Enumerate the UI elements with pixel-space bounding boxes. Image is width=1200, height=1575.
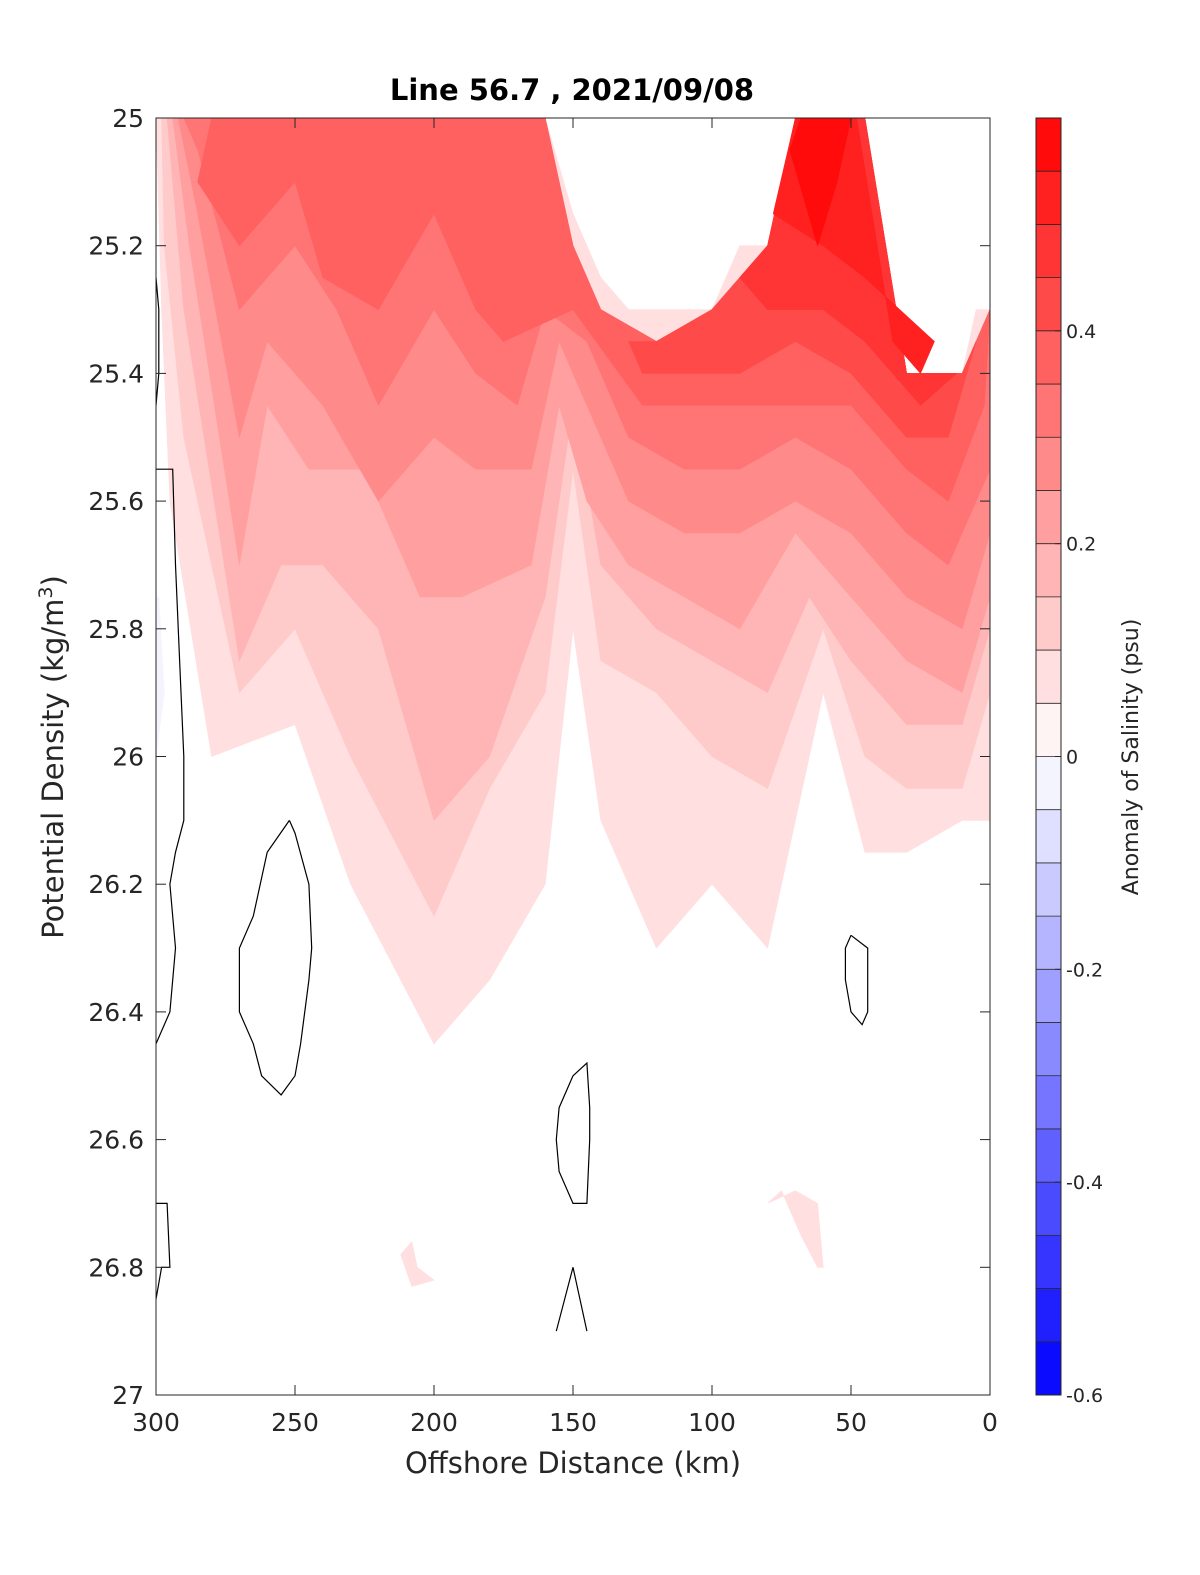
y-tick-label: 25.8 bbox=[88, 615, 144, 644]
colorbar-tick-label: -0.6 bbox=[1066, 1385, 1103, 1407]
y-axis-label-superscript: 3 bbox=[35, 586, 57, 598]
x-tick-label: 100 bbox=[688, 1408, 736, 1437]
colorbar-tick-label: 0.2 bbox=[1066, 534, 1096, 556]
colorbar-frame bbox=[1035, 117, 1062, 1396]
colorbar-band bbox=[1036, 118, 1061, 172]
chart-title: Line 56.7 , 2021/09/08 bbox=[390, 73, 754, 107]
y-tick-label: 25.2 bbox=[88, 232, 144, 261]
colorbar-band bbox=[1036, 916, 1061, 970]
colorbar-tick-label: 0 bbox=[1066, 747, 1078, 769]
y-axis: 25 25.2 25.4 25.6 25.8 26 26.2 26.4 26.6 26.8 27 bbox=[88, 104, 990, 1410]
y-tick-label: 27 bbox=[112, 1381, 144, 1410]
y-tick-label: 26.8 bbox=[88, 1253, 144, 1282]
x-tick-label: 250 bbox=[271, 1408, 319, 1437]
y-tick-label: 26.2 bbox=[88, 870, 144, 899]
zero-contour-line bbox=[555, 1061, 591, 1205]
colorbar-label: Anomaly of Salinity (psu) bbox=[1119, 619, 1144, 896]
zero-contour-line bbox=[156, 277, 160, 406]
x-tick-label: 300 bbox=[132, 1408, 180, 1437]
colorbar-band bbox=[1036, 1182, 1061, 1236]
zero-contour-line bbox=[156, 468, 185, 1045]
y-axis-label-main: Potential Density (kg/m bbox=[36, 599, 70, 939]
colorbar-band bbox=[1036, 1288, 1061, 1343]
x-axis-label: Offshore Distance (km) bbox=[405, 1446, 741, 1480]
zero-contour-lines bbox=[156, 277, 869, 1332]
y-tick-label: 26.6 bbox=[88, 1126, 144, 1155]
colorbar-band bbox=[1036, 596, 1061, 651]
contour-region bbox=[156, 596, 165, 757]
colorbar-band bbox=[1036, 384, 1061, 438]
y-tick-label: 25.6 bbox=[88, 487, 144, 516]
contour-region bbox=[400, 1241, 435, 1287]
colorbar-band bbox=[1036, 171, 1061, 225]
colorbar-tick-label: 0.4 bbox=[1066, 321, 1096, 343]
zero-contour-line bbox=[844, 934, 869, 1026]
zero-contour-line bbox=[156, 1202, 171, 1300]
colorbar-band bbox=[1036, 862, 1061, 917]
y-tick-label: 25.4 bbox=[88, 359, 144, 388]
contour-region bbox=[767, 1190, 824, 1268]
colorbar-band bbox=[1036, 437, 1061, 491]
contour-region bbox=[789, 118, 852, 247]
colorbar: 0.4 0.2 0 -0.2 -0.4 -0.6 bbox=[1035, 117, 1103, 1407]
colorbar-tick-label: -0.4 bbox=[1066, 1172, 1103, 1194]
colorbar-tick-label: -0.2 bbox=[1066, 959, 1103, 981]
colorbar-band bbox=[1036, 490, 1061, 545]
colorbar-bands bbox=[1036, 118, 1061, 1396]
filled-contours bbox=[156, 118, 990, 1287]
colorbar-ticks: 0.4 0.2 0 -0.2 -0.4 -0.6 bbox=[1055, 321, 1103, 1407]
colorbar-band bbox=[1036, 1341, 1061, 1396]
colorbar-band bbox=[1036, 1075, 1061, 1130]
y-axis-label: Potential Density (kg/m3) bbox=[35, 575, 70, 939]
colorbar-band bbox=[1036, 1022, 1061, 1077]
colorbar-band bbox=[1036, 224, 1061, 279]
colorbar-band bbox=[1036, 969, 1061, 1024]
colorbar-band bbox=[1036, 703, 1061, 757]
x-tick-label: 0 bbox=[982, 1408, 998, 1437]
y-tick-label: 26.4 bbox=[88, 998, 144, 1027]
x-axis: 300 250 200 150 100 50 0 bbox=[132, 118, 998, 1437]
zero-contour-line bbox=[238, 820, 313, 1096]
x-tick-label: 50 bbox=[835, 1408, 867, 1437]
colorbar-band bbox=[1036, 756, 1061, 811]
colorbar-band bbox=[1036, 543, 1061, 598]
zero-contour-line bbox=[555, 1267, 588, 1332]
colorbar-band bbox=[1036, 1235, 1061, 1290]
colorbar-band bbox=[1036, 1128, 1061, 1183]
y-tick-label: 25 bbox=[112, 104, 144, 133]
colorbar-band bbox=[1036, 809, 1061, 864]
x-tick-label: 150 bbox=[549, 1408, 597, 1437]
y-tick-label: 26 bbox=[112, 743, 144, 772]
plot-area: 300 250 200 150 100 50 0 2525.225.425.625.8262… bbox=[88, 104, 998, 1437]
x-tick-label: 200 bbox=[410, 1408, 458, 1437]
colorbar-band bbox=[1036, 277, 1061, 332]
colorbar-band bbox=[1036, 650, 1061, 704]
y-axis-label-close: ) bbox=[36, 575, 70, 586]
colorbar-band bbox=[1036, 330, 1061, 385]
